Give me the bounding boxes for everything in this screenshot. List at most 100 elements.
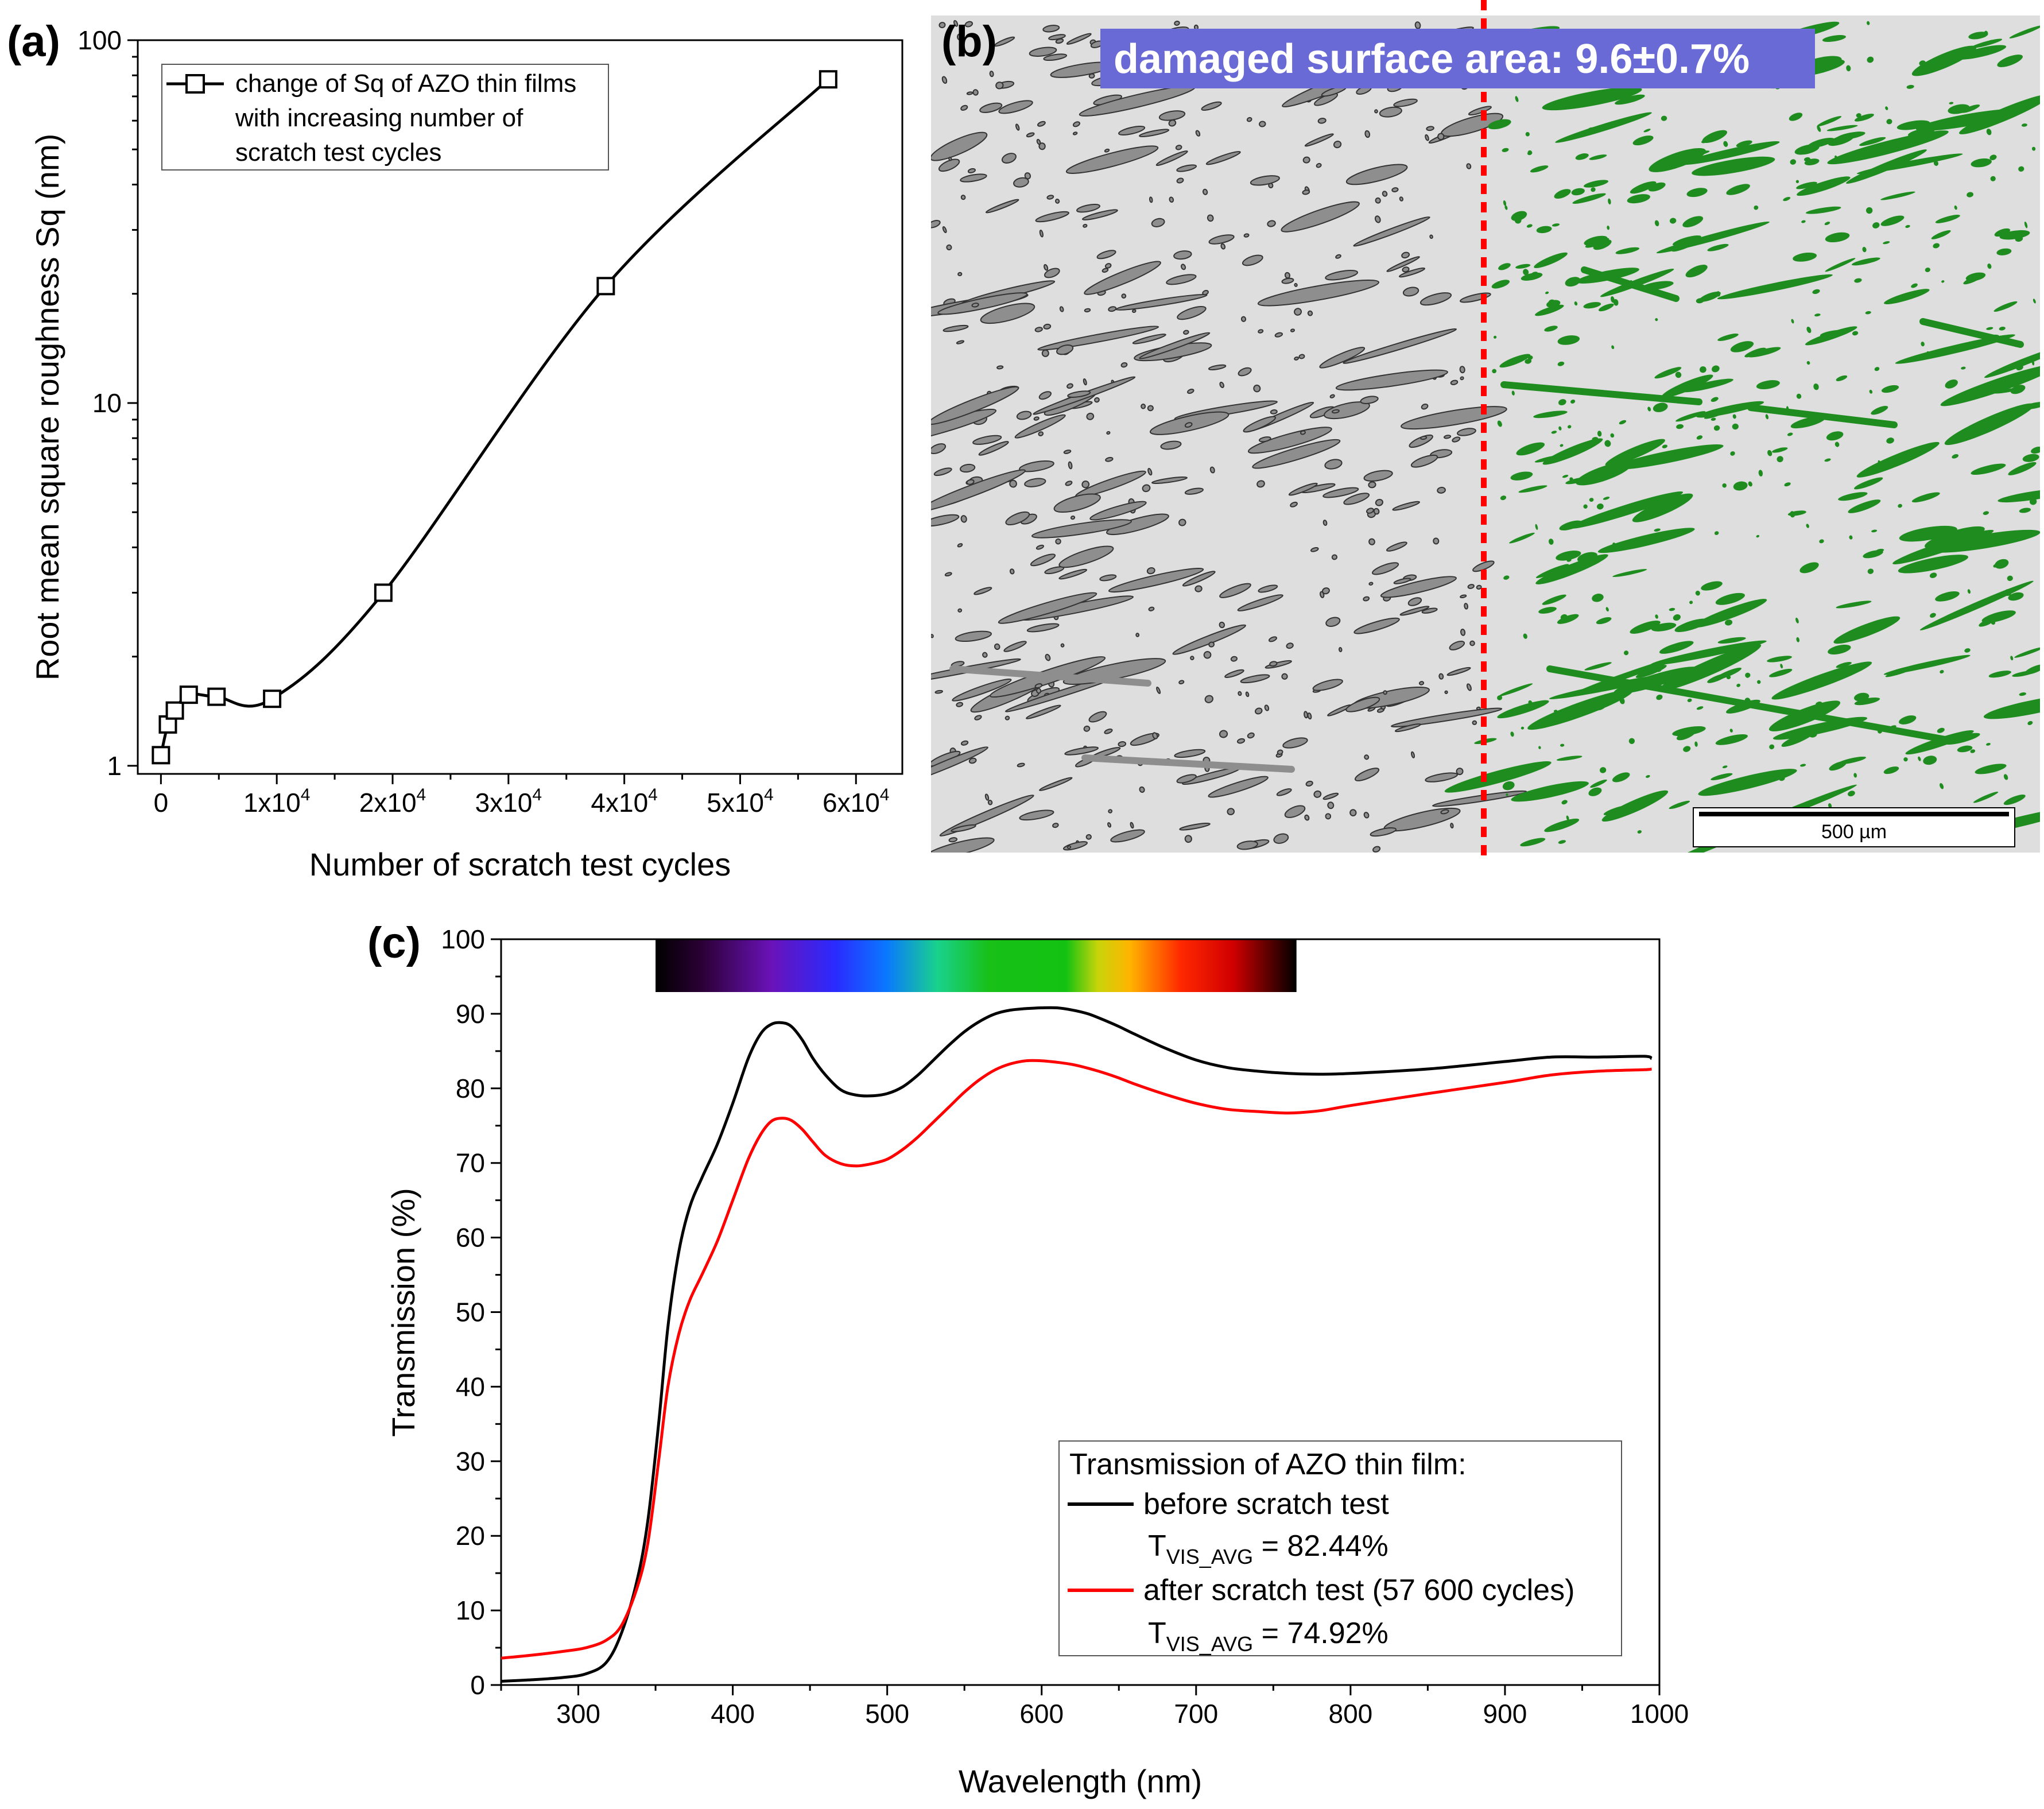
micrograph-defect xyxy=(1284,805,1306,818)
micrograph-defect xyxy=(1392,501,1420,511)
micrograph-defect xyxy=(1187,389,1194,394)
chart-c-y-tick-label: 0 xyxy=(470,1670,485,1700)
micrograph-defect xyxy=(1780,664,1783,669)
micrograph-defect xyxy=(1429,234,1433,239)
micrograph-defect xyxy=(1179,822,1211,831)
micrograph-defect xyxy=(1178,518,1186,526)
chart-c-y-tick-label: 30 xyxy=(456,1446,485,1476)
micrograph-defect xyxy=(1184,487,1204,495)
micrograph-defect xyxy=(1883,766,1899,774)
micrograph-defect xyxy=(1905,559,1941,571)
micrograph-defect xyxy=(1754,205,1759,210)
micrograph-defect xyxy=(1099,574,1117,582)
micrograph-defect xyxy=(1290,501,1298,508)
micrograph-defect xyxy=(1615,94,1645,105)
chart-a-y-tick-label: 10 xyxy=(92,388,122,418)
micrograph-defect xyxy=(1467,584,1475,589)
micrograph-defect xyxy=(1219,730,1228,738)
micrograph-defect xyxy=(1105,456,1114,462)
micrograph-defect xyxy=(931,634,934,638)
micrograph-defect xyxy=(1375,197,1381,204)
micrograph-defect xyxy=(1883,241,1890,245)
micrograph-defect xyxy=(1500,495,1507,501)
micrograph-defect xyxy=(1964,648,1971,653)
micrograph-defect xyxy=(1983,511,1989,516)
micrograph-defect xyxy=(1659,644,1762,691)
micrograph-defect xyxy=(1940,783,1944,789)
micrograph-defect xyxy=(1867,56,1874,63)
micrograph-defect xyxy=(1316,162,1322,168)
micrograph-defect xyxy=(1349,809,1357,816)
micrograph-defect xyxy=(1833,616,1901,644)
micrograph-defect xyxy=(956,702,964,707)
micrograph-defect xyxy=(1176,774,1197,784)
micrograph-defect xyxy=(1345,696,1380,712)
micrograph-defect xyxy=(1787,510,1806,516)
micrograph-defect xyxy=(1957,745,1973,753)
micrograph-defect xyxy=(1274,332,1283,338)
micrograph-defect xyxy=(1208,234,1235,245)
micrograph-defect xyxy=(946,244,952,251)
micrograph-defect xyxy=(1605,607,1609,612)
micrograph-defect xyxy=(1557,614,1579,624)
chart-a-y-axis: 1 10 100 xyxy=(77,25,138,781)
micrograph-defect xyxy=(1988,40,1994,43)
micrograph-defect xyxy=(1302,156,1310,164)
micrograph-defect xyxy=(1240,316,1247,322)
micrograph-defect xyxy=(1319,591,1325,598)
micrograph-defect xyxy=(1796,393,1802,399)
micrograph-defect xyxy=(1871,529,1878,533)
micrograph-defect xyxy=(1748,481,1752,487)
micrograph-defect xyxy=(1115,294,1208,311)
micrograph-defect xyxy=(1530,165,1549,173)
micrograph-defect xyxy=(1732,423,1739,430)
micrograph-defect xyxy=(1207,214,1214,222)
micrograph-defect xyxy=(1108,567,1204,593)
micrograph-defect xyxy=(1869,389,1873,394)
micrograph-defect xyxy=(1675,411,1706,422)
micrograph-defect xyxy=(1961,366,1966,370)
chart-a-data-point xyxy=(596,277,615,296)
chart-a-x-tick-label: 4x104 xyxy=(591,785,657,818)
micrograph-defect xyxy=(960,463,976,473)
micrograph-defect xyxy=(1806,327,1812,334)
micrograph-defect xyxy=(1469,640,1475,646)
micrograph-defect xyxy=(1245,691,1250,698)
micrograph-defect xyxy=(1996,248,2012,255)
micrograph-defect xyxy=(1745,672,1751,678)
micrograph-defect xyxy=(1175,145,1182,150)
micrograph-defect xyxy=(1368,538,1375,545)
micrograph-defect xyxy=(1979,619,1994,627)
micrograph-defect xyxy=(1044,566,1065,575)
micrograph-defect xyxy=(1967,589,1971,594)
micrograph-defect xyxy=(1583,302,1601,309)
chart-c-y-tick-label: 10 xyxy=(456,1595,485,1625)
micrograph-defect xyxy=(1421,607,1438,614)
chart-a-legend-line-1: change of Sq of AZO thin films xyxy=(235,69,576,98)
chart-c-x-tick-label: 800 xyxy=(1328,1699,1372,1729)
micrograph-defect xyxy=(1899,715,1917,725)
damage-banner xyxy=(1100,29,1815,88)
micrograph-defect xyxy=(1556,551,1581,561)
micrograph-defect xyxy=(1576,462,1632,486)
micrograph-defect xyxy=(1655,614,1658,619)
micrograph-defect xyxy=(1589,154,1607,160)
micrograph-defect xyxy=(1419,292,1452,306)
micrograph-defect xyxy=(1589,498,1594,502)
micrograph-defect xyxy=(1072,131,1078,135)
micrograph-defect xyxy=(1511,211,1527,221)
micrograph-defect xyxy=(1552,223,1560,227)
micrograph-scratch xyxy=(1919,318,2024,348)
micrograph-defect xyxy=(994,643,1000,650)
micrograph-defect xyxy=(1152,732,1158,739)
micrograph-defect xyxy=(1264,704,1270,711)
micrograph-defect xyxy=(957,608,963,613)
micrograph-defect xyxy=(1998,488,2040,503)
micrograph-defect xyxy=(1648,182,1666,192)
micrograph-defect xyxy=(1035,688,1042,694)
micrograph-defect xyxy=(1941,280,1945,283)
micrograph-defect xyxy=(1491,280,1510,289)
micrograph-defect xyxy=(1452,436,1461,443)
micrograph-defect xyxy=(952,678,1012,702)
